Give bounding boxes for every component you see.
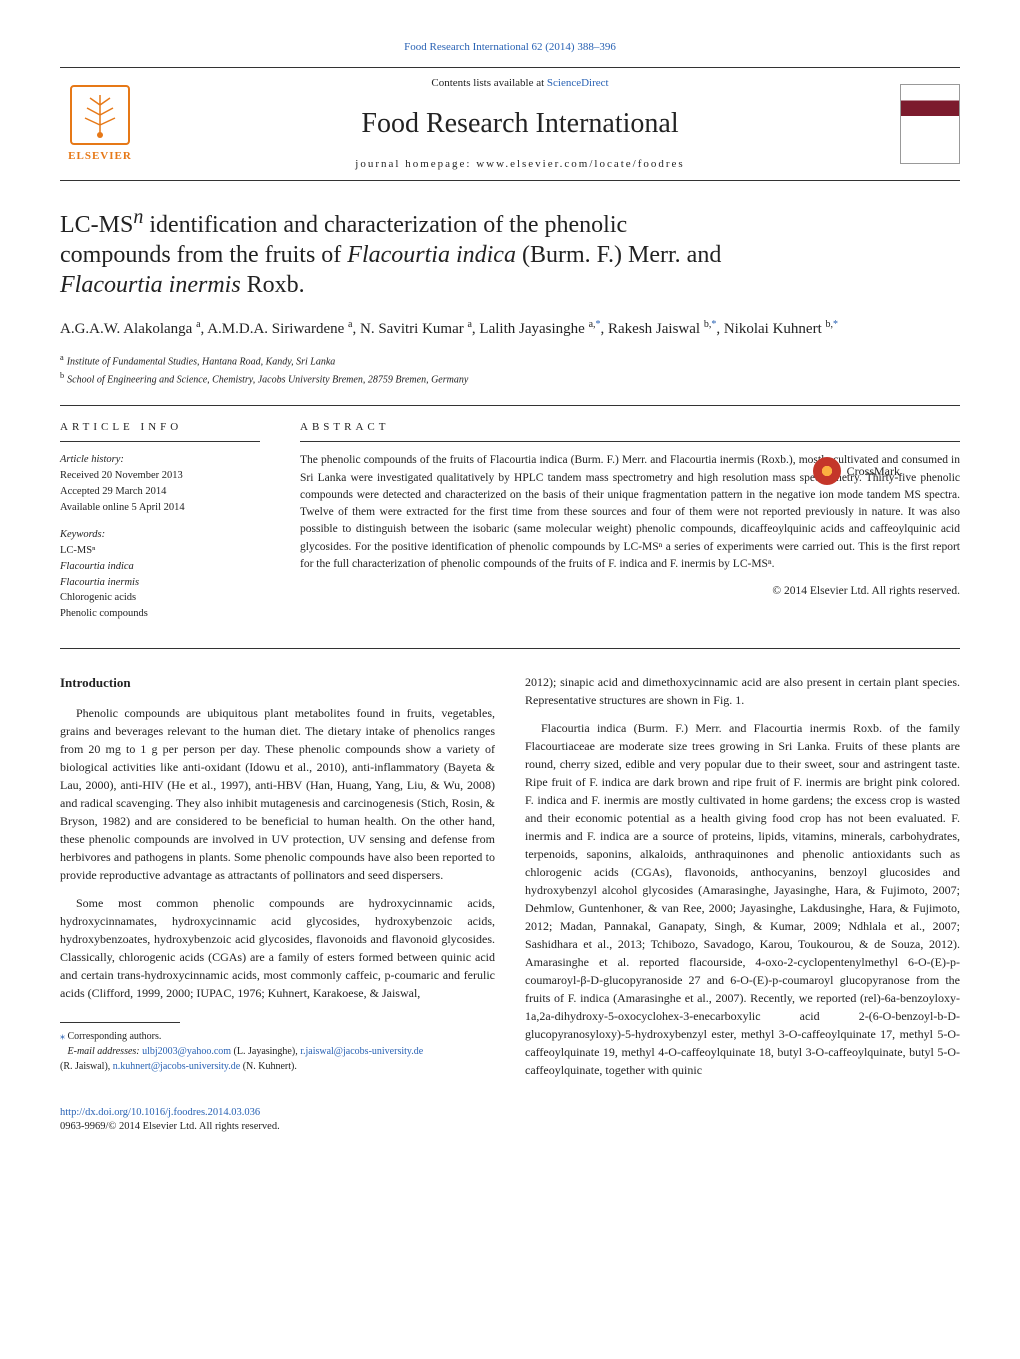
email-link-3[interactable]: n.kuhnert@jacobs-university.de — [113, 1061, 240, 1072]
keyword-1: Flacourtia indica — [60, 561, 134, 572]
elsevier-brand-text: ELSEVIER — [68, 149, 132, 164]
header-center: Contents lists available at ScienceDirec… — [140, 76, 900, 172]
title-italic1: Flacourtia indica — [347, 242, 516, 268]
crossmark-label: CrossMark — [847, 463, 900, 480]
email-name-3: (N. Kuhnert). — [240, 1061, 297, 1072]
history-label: Article history: — [60, 454, 124, 465]
introduction-heading: Introduction — [60, 673, 495, 693]
article-title: LC-MSn identification and characterizati… — [60, 205, 735, 300]
online-date: Available online 5 April 2014 — [60, 502, 185, 513]
article-history: Article history: Received 20 November 20… — [60, 452, 260, 515]
homepage-line: journal homepage: www.elsevier.com/locat… — [140, 157, 900, 172]
keyword-4: Phenolic compounds — [60, 608, 148, 619]
journal-title: Food Research International — [140, 104, 900, 143]
title-italic2: Flacourtia inermis — [60, 272, 241, 298]
sciencedirect-link[interactable]: ScienceDirect — [547, 77, 609, 89]
keyword-2: Flacourtia inermis — [60, 577, 139, 588]
body-p4: Flacourtia indica (Burm. F.) Merr. and F… — [525, 719, 960, 1079]
title-end: Roxb. — [241, 272, 305, 298]
abstract-column: abstract The phenolic compounds of the f… — [300, 420, 960, 634]
journal-cover-thumbnail — [900, 84, 960, 164]
info-abstract-row: article info Article history: Received 2… — [60, 405, 960, 649]
title-pre: LC-MS — [60, 212, 133, 238]
keyword-0: LC-MSⁿ — [60, 545, 95, 556]
journal-header-band: ELSEVIER Contents lists available at Sci… — [60, 67, 960, 181]
corresponding-label: Corresponding authors. — [68, 1031, 162, 1042]
crossmark-badge[interactable]: CrossMark — [813, 457, 900, 485]
bottom-bar: http://dx.doi.org/10.1016/j.foodres.2014… — [60, 1106, 960, 1135]
received-date: Received 20 November 2013 — [60, 470, 183, 481]
article-info-column: article info Article history: Received 2… — [60, 420, 260, 634]
body-section: Introduction Phenolic compounds are ubiq… — [60, 673, 960, 1082]
affiliation-b: School of Engineering and Science, Chemi… — [67, 374, 468, 385]
crossmark-icon — [813, 457, 841, 485]
homepage-url[interactable]: www.elsevier.com/locate/foodres — [476, 158, 685, 170]
authors-line: A.G.A.W. Alakolanga a, A.M.D.A. Siriward… — [60, 318, 960, 340]
elsevier-logo: ELSEVIER — [60, 79, 140, 169]
email-name-1: (L. Jayasinghe), — [231, 1046, 300, 1057]
title-sup: n — [133, 206, 143, 228]
email-name-2: (R. Jaiswal), — [60, 1061, 113, 1072]
keyword-3: Chlorogenic acids — [60, 592, 136, 603]
emails-label: E-mail addresses: — [68, 1046, 143, 1057]
body-p1: Phenolic compounds are ubiquitous plant … — [60, 704, 495, 884]
elsevier-tree-icon — [70, 85, 130, 145]
keywords-block: Keywords: LC-MSⁿ Flacourtia indica Flaco… — [60, 527, 260, 622]
contents-prefix: Contents lists available at — [431, 77, 546, 89]
title-mid: (Burm. F.) Merr. and — [516, 242, 721, 268]
article-info-label: article info — [60, 420, 260, 442]
homepage-prefix: journal homepage: — [355, 158, 476, 170]
body-p3: 2012); sinapic acid and dimethoxycinnami… — [525, 673, 960, 709]
footnotes: ⁎ Corresponding authors. E-mail addresse… — [60, 1029, 495, 1074]
running-header: Food Research International 62 (2014) 38… — [60, 40, 960, 55]
issn-copyright: 0963-9969/© 2014 Elsevier Ltd. All right… — [60, 1121, 280, 1132]
affiliation-a: Institute of Fundamental Studies, Hantan… — [67, 357, 336, 368]
keywords-label: Keywords: — [60, 529, 105, 540]
abstract-label: abstract — [300, 420, 960, 442]
contents-line: Contents lists available at ScienceDirec… — [140, 76, 900, 91]
body-p2: Some most common phenolic compounds are … — [60, 894, 495, 1002]
email-link-2[interactable]: r.jaiswal@jacobs-university.de — [300, 1046, 423, 1057]
doi-link[interactable]: http://dx.doi.org/10.1016/j.foodres.2014… — [60, 1107, 260, 1118]
body-two-columns: Introduction Phenolic compounds are ubiq… — [60, 673, 960, 1082]
footnote-separator — [60, 1022, 180, 1023]
abstract-copyright: © 2014 Elsevier Ltd. All rights reserved… — [300, 583, 960, 599]
accepted-date: Accepted 29 March 2014 — [60, 486, 166, 497]
email-link-1[interactable]: ulbj2003@yahoo.com — [142, 1046, 231, 1057]
affiliations: aInstitute of Fundamental Studies, Hanta… — [60, 352, 960, 387]
